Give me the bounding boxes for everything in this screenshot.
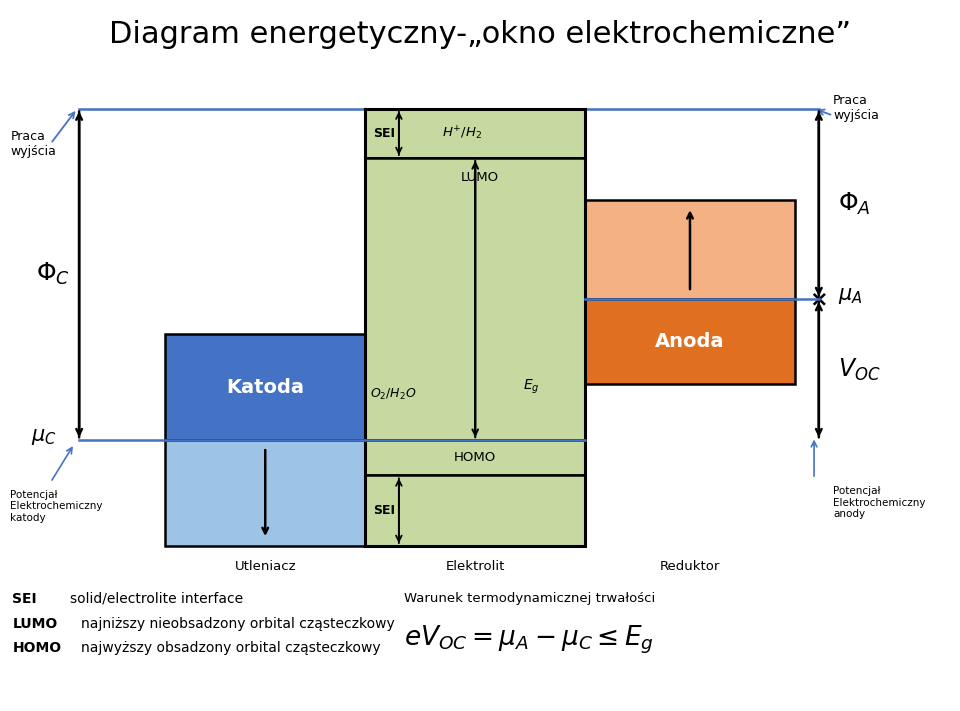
Bar <box>165 440 366 546</box>
Text: najniższy nieobsadzony orbital cząsteczkowy: najniższy nieobsadzony orbital cząsteczk… <box>81 616 395 631</box>
Bar <box>366 109 585 158</box>
Text: Praca
wyjścia: Praca wyjścia <box>833 95 879 122</box>
Text: Praca
wyjścia: Praca wyjścia <box>11 130 57 158</box>
Text: Potencjał
Elektrochemiczny
katody: Potencjał Elektrochemiczny katody <box>11 490 103 523</box>
Text: HOMO: HOMO <box>12 641 61 656</box>
Text: $\mu_{C}$: $\mu_{C}$ <box>32 427 58 447</box>
Text: ×: × <box>809 289 828 309</box>
Text: $H^{+}/H_{2}$: $H^{+}/H_{2}$ <box>442 124 482 142</box>
Text: Potencjał
Elektrochemiczny
anody: Potencjał Elektrochemiczny anody <box>833 486 925 519</box>
Text: Reduktor: Reduktor <box>660 560 720 573</box>
Text: LUMO: LUMO <box>461 171 499 183</box>
Bar <box>366 440 585 476</box>
Text: $\mu_{A}$: $\mu_{A}$ <box>838 286 862 306</box>
Text: $O_{2}/H_{2}O$: $O_{2}/H_{2}O$ <box>371 387 417 402</box>
Text: $\Phi_{A}$: $\Phi_{A}$ <box>838 191 871 217</box>
Text: $\Phi_{C}$: $\Phi_{C}$ <box>36 261 70 287</box>
Text: najwyższy obsadzony orbital cząsteczkowy: najwyższy obsadzony orbital cząsteczkowy <box>81 641 381 656</box>
Bar <box>585 201 795 299</box>
Text: Anoda: Anoda <box>656 332 725 351</box>
Text: Warunek termodynamicznej trwałości: Warunek termodynamicznej trwałości <box>403 592 655 605</box>
Text: SEI: SEI <box>373 127 396 140</box>
Bar <box>366 334 585 440</box>
Text: Utleniacz: Utleniacz <box>234 560 296 573</box>
Bar <box>366 158 585 440</box>
Text: HOMO: HOMO <box>454 451 496 464</box>
Bar <box>366 109 585 546</box>
Text: SEI: SEI <box>373 504 396 517</box>
Bar <box>366 158 585 334</box>
Text: $V_{OC}$: $V_{OC}$ <box>838 356 880 383</box>
Text: Katoda: Katoda <box>227 378 304 397</box>
Text: Elektrolit: Elektrolit <box>445 560 505 573</box>
Text: $E_{g}$: $E_{g}$ <box>523 378 540 397</box>
Text: solid/electrolite interface: solid/electrolite interface <box>69 592 243 606</box>
Text: $eV_{OC}=\mu_{A}-\mu_{C}\leq E_{g}$: $eV_{OC}=\mu_{A}-\mu_{C}\leq E_{g}$ <box>403 624 654 656</box>
Text: Diagram energetyczny-„okno elektrochemiczne”: Diagram energetyczny-„okno elektrochemic… <box>108 21 852 49</box>
Bar <box>366 476 585 546</box>
Text: SEI: SEI <box>12 592 36 606</box>
Bar <box>585 299 795 384</box>
Bar <box>165 334 366 440</box>
Text: LUMO: LUMO <box>12 616 58 631</box>
